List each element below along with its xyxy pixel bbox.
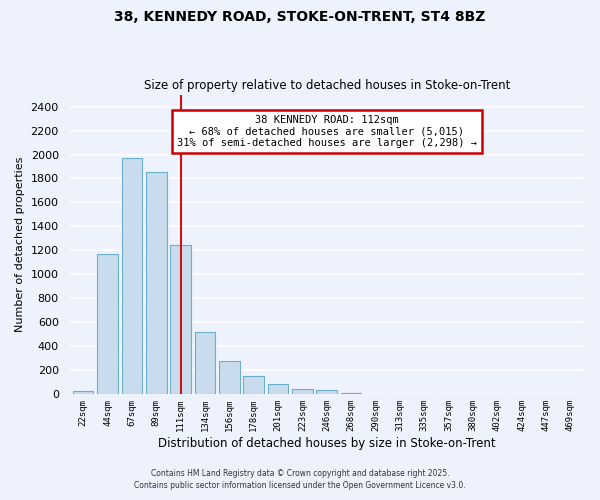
Bar [122, 158, 142, 394]
Text: 38, KENNEDY ROAD, STOKE-ON-TRENT, ST4 8BZ: 38, KENNEDY ROAD, STOKE-ON-TRENT, ST4 8B… [115, 10, 485, 24]
Text: 38 KENNEDY ROAD: 112sqm
← 68% of detached houses are smaller (5,015)
31% of semi: 38 KENNEDY ROAD: 112sqm ← 68% of detache… [177, 115, 477, 148]
X-axis label: Distribution of detached houses by size in Stoke-on-Trent: Distribution of detached houses by size … [158, 437, 496, 450]
Bar [97, 254, 118, 394]
Bar [268, 384, 289, 394]
Text: Contains HM Land Registry data © Crown copyright and database right 2025.
Contai: Contains HM Land Registry data © Crown c… [134, 468, 466, 490]
Bar [219, 362, 239, 394]
Bar [73, 392, 94, 394]
Bar [341, 393, 361, 394]
Bar [244, 376, 264, 394]
Y-axis label: Number of detached properties: Number of detached properties [15, 157, 25, 332]
Bar [292, 389, 313, 394]
Bar [170, 245, 191, 394]
Title: Size of property relative to detached houses in Stoke-on-Trent: Size of property relative to detached ho… [143, 79, 510, 92]
Bar [194, 332, 215, 394]
Bar [316, 390, 337, 394]
Bar [146, 172, 167, 394]
